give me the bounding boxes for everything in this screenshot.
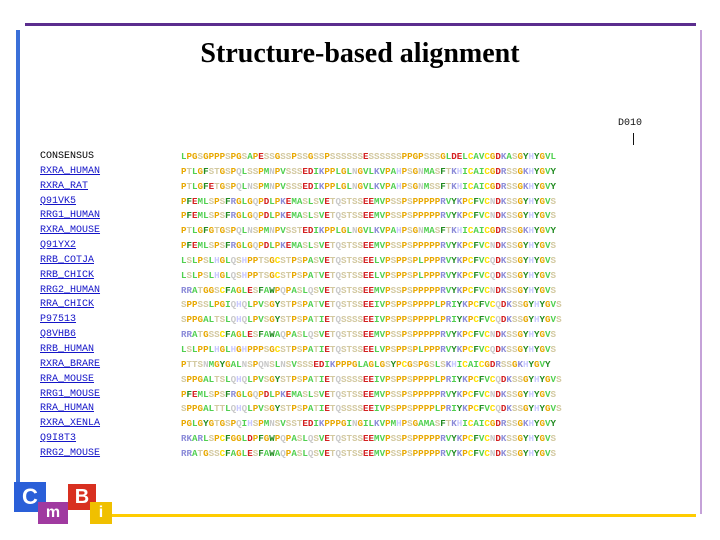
- sequence-name-link[interactable]: RXRA_RAT: [40, 180, 89, 192]
- sequence-row: SPPSSLPGIQHQLPVSGYSTPSPATVETQSTSSEEIVPSP…: [181, 299, 562, 311]
- sequence-name-link[interactable]: RXRA_HUMAN: [40, 165, 101, 177]
- sequence-row: LSLPSLHGLQSHPPTSGCSTPSPASVETQSTSSEELVPSP…: [181, 254, 557, 266]
- sequence-name-link[interactable]: RRB_CHICK: [40, 269, 95, 281]
- sequence-row: PTTSNMGYGALNSPQNSLNSVSSSEDIKPPPGLAGLGSYP…: [181, 358, 551, 370]
- sequence-row: PFEMLSPSFRGLGQPDLPKEMASLSVETQSTSSEEMVPSS…: [181, 388, 557, 400]
- sequence-name-link[interactable]: RRA_MOUSE: [40, 373, 95, 385]
- sequence-row: RRATGSSCFAGLESFAWAQPASLQSVETQSTSSEEMVPSS…: [181, 447, 557, 459]
- sequence-row: PTLGFGTGSPQLNSPMNPVSSTEDIKPPLGLNGVLKVPAH…: [181, 225, 557, 237]
- consensus-sequence: LPGSGPPPSPGSAPESSGSSPSSGSSPSSSSSSESSSSSS…: [181, 151, 557, 162]
- sequence-name-link[interactable]: RRG1_HUMAN: [40, 210, 101, 222]
- sequence-row: PTLGFETGSPQLNSPMNPVSSSEDIKPPLGLNGVLKVPAH…: [181, 180, 557, 192]
- sequence-row: RRATGGSCFAGLESFAWPQPASLQSVETQSTSSEEMVPSS…: [181, 284, 557, 296]
- sequence-name-link[interactable]: RXRA_MOUSE: [40, 225, 101, 237]
- sequence-name-link[interactable]: RXRA_BRARE: [40, 358, 101, 370]
- sequence-name-link[interactable]: Q8VHB6: [40, 329, 77, 341]
- slide-title: Structure-based alignment: [200, 38, 520, 69]
- sequence-row: SPPGALTSLQHQLPVSGYSTPSPATIETQSSSSEEIVPSP…: [181, 314, 562, 326]
- sequence-name-link[interactable]: RRG2_MOUSE: [40, 447, 101, 459]
- cbmi-logo: C B m i: [14, 482, 112, 524]
- sequence-row: LSLPPLHGLHGHPPPSGCSTPSPATIETQSTSSEELVPSP…: [181, 343, 557, 355]
- logo-tile-i: i: [90, 502, 112, 524]
- sequence-row: RKARLSPCFGGLDPFGWPQPASLQSVETQSTSSEEMVPSS…: [181, 433, 557, 445]
- sequence-name-link[interactable]: RRA_CHICK: [40, 299, 95, 311]
- bottom-border-line: [100, 514, 696, 517]
- sequence-name-link[interactable]: RXRA_XENLA: [40, 418, 101, 430]
- sequence-row: RRATGSSCFAGLESFAWAQPASLQSVETQSTSSEEMVPSS…: [181, 329, 557, 341]
- sequence-row: PFEMLSPSFRGLGQPDLPKEMASLSVETQSTSSEEMVPSS…: [181, 240, 557, 252]
- sequence-name-link[interactable]: Q91YX2: [40, 240, 77, 252]
- marker-label: D010: [618, 118, 643, 129]
- left-border-line: [16, 30, 20, 482]
- sequence-name-link[interactable]: P97513: [40, 314, 77, 326]
- sequence-name-link[interactable]: Q91VK5: [40, 195, 77, 207]
- sequence-name-column: CONSENSUS RXRA_HUMAN RXRA_RAT Q91VK5 RRG1_HU…: [40, 150, 100, 462]
- right-border-line: [700, 30, 702, 514]
- sequence-name-link[interactable]: RRA_HUMAN: [40, 403, 95, 415]
- sequence-row: SPPGALTSLQHQLPVSGYSTPSPATIETQSSSSEEIVPSP…: [181, 373, 562, 385]
- sequence-name-link[interactable]: RRB_COTJA: [40, 254, 95, 266]
- sequence-row: SPPGALTTLQHQLPVSGYSTPSPATIETQSSSSEEIVPSP…: [181, 403, 562, 415]
- marker-tick: [633, 133, 634, 145]
- sequence-name-link[interactable]: RRB_HUMAN: [40, 343, 95, 355]
- sequence-row: PTLGFSTGSPQLSSPMNPVSSSEDIKPPLGLNGVLKVPAH…: [181, 165, 557, 177]
- logo-tile-c: C: [14, 482, 46, 512]
- sequence-name-link[interactable]: Q9I8T3: [40, 433, 77, 445]
- consensus-label: CONSENSUS: [40, 151, 95, 162]
- top-border-line: [25, 23, 696, 26]
- sequence-name-link[interactable]: RRG2_HUMAN: [40, 284, 101, 296]
- sequence-row: LSLPSLHGLQSHPPTSGCSTPSPATVETQSTSSEELVPSP…: [181, 269, 557, 281]
- sequence-row: PGLGYGTGSPQIHSPMNSVSSTEDIKPPPGINGILKVPMH…: [181, 418, 557, 430]
- logo-tile-m: m: [38, 502, 68, 524]
- sequence-row: PFEMLSPSFRGLGQPDLPKEMASLSVETQSTSSEEMVPSS…: [181, 210, 557, 222]
- sequence-name-link[interactable]: RRG1_MOUSE: [40, 388, 101, 400]
- sequence-row: PFEMLSPSFRGLGQPDLPKEMASLSVETQSTSSEEMVPSS…: [181, 195, 557, 207]
- sequence-alignment-block: LPGSGPPPSPGSAPESSGSSPSSGSSPSSSSSSESSSSSS…: [181, 150, 562, 462]
- logo-tile-b: B: [68, 484, 96, 510]
